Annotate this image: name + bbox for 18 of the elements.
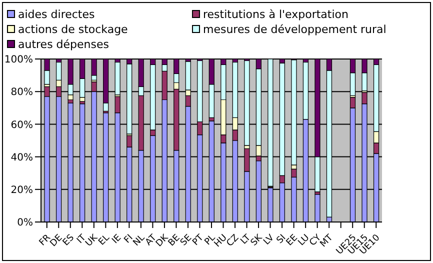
x-tick-label: MT — [318, 232, 336, 250]
legend-label: aides directes — [17, 7, 96, 21]
x-tick-label: LV — [262, 232, 277, 248]
x-tick-label: NL — [132, 233, 148, 248]
y-tick-label: 60% — [10, 120, 33, 131]
legend-label: actions de stockage — [17, 22, 129, 36]
x-tick-label: ES — [61, 232, 77, 248]
y-tick-label: 40% — [10, 152, 33, 164]
y-tick-label: 100% — [4, 54, 33, 66]
y-tick-label: 0% — [17, 218, 33, 229]
x-tick-label: CZ — [225, 233, 242, 249]
x-tick-label: EL — [97, 233, 112, 248]
x-tick-label: IE — [110, 232, 124, 246]
y-tick-label: 20% — [10, 184, 33, 196]
y-tick-label: 80% — [10, 87, 33, 98]
legend-label: autres dépenses — [17, 37, 110, 51]
legend-label: mesures de développement rural — [202, 22, 388, 36]
legend-label: restitutions à l'exportation — [202, 7, 350, 21]
